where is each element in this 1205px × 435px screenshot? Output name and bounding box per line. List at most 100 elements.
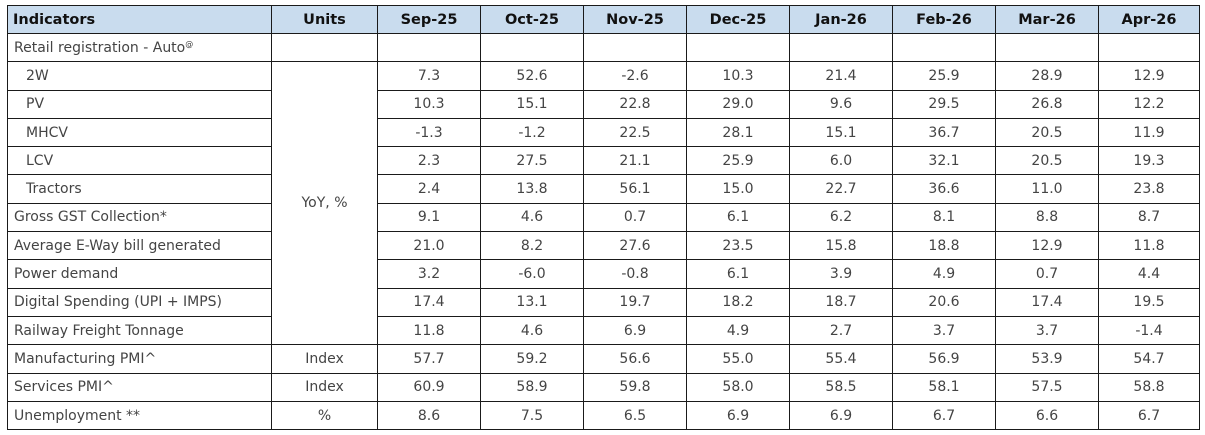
value-cell: 56.1 (583, 174, 687, 204)
row-label: 2W (7, 61, 272, 91)
section-label-sup: @ (185, 38, 194, 48)
section-label: Retail registration - Auto@ (7, 32, 272, 63)
empty-cell (271, 32, 378, 63)
value-cell: 0.7 (995, 259, 1099, 289)
header-month: Dec-25 (686, 5, 790, 34)
value-cell: 58.1 (892, 372, 996, 402)
value-cell: 18.2 (686, 287, 790, 317)
empty-cell (789, 32, 893, 63)
row-label: Manufacturing PMI^ (7, 344, 272, 374)
table-row: Average E-Way bill generated 21.0 8.2 27.6 2… (7, 231, 1200, 261)
value-cell: 9.6 (789, 89, 893, 119)
value-cell: -1.2 (480, 117, 584, 148)
value-cell: 58.9 (480, 372, 584, 402)
value-cell: 56.9 (892, 344, 996, 374)
value-cell: 3.7 (995, 315, 1099, 346)
value-cell: 10.3 (377, 89, 481, 119)
header-month: Apr-26 (1098, 5, 1200, 34)
value-cell: -0.8 (583, 259, 687, 289)
value-cell: 0.7 (583, 202, 687, 233)
table-row: LCV 2.3 27.5 21.1 25.9 6.0 32.1 20.5 19.3 (7, 146, 1200, 176)
value-cell: 11.8 (1098, 231, 1200, 261)
value-cell: 25.9 (686, 146, 790, 176)
value-cell: 54.7 (1098, 344, 1200, 374)
table-row: PV 10.3 15.1 22.8 29.0 9.6 29.5 26.8 12.2 (7, 89, 1200, 119)
value-cell: 12.9 (995, 231, 1099, 261)
value-cell: 36.7 (892, 117, 996, 148)
value-cell: 53.9 (995, 344, 1099, 374)
value-cell: 7.3 (377, 61, 481, 91)
indicators-table: Indicators Units Sep-25 Oct-25 Nov-25 De… (7, 5, 1200, 431)
header-units: Units (271, 5, 378, 34)
value-cell: -1.4 (1098, 315, 1200, 346)
value-cell: 26.8 (995, 89, 1099, 119)
value-cell: 6.7 (1098, 400, 1200, 431)
units-cell: Index (271, 344, 378, 374)
value-cell: 22.8 (583, 89, 687, 119)
empty-cell (892, 32, 996, 63)
value-cell: 27.6 (583, 231, 687, 261)
value-cell: 11.0 (995, 174, 1099, 204)
value-cell: 23.8 (1098, 174, 1200, 204)
value-cell: 11.8 (377, 315, 481, 346)
table-row: Digital Spending (UPI + IMPS) 17.4 13.1 19.… (7, 287, 1200, 317)
value-cell: 58.5 (789, 372, 893, 402)
value-cell: 52.6 (480, 61, 584, 91)
table-row: Gross GST Collection* 9.1 4.6 0.7 6.1 6.2 8.1 8… (7, 202, 1200, 233)
value-cell: 20.6 (892, 287, 996, 317)
units-cell-yoy: YoY, % (271, 61, 378, 346)
value-cell: 27.5 (480, 146, 584, 176)
value-cell: 2.3 (377, 146, 481, 176)
value-cell: 8.1 (892, 202, 996, 233)
value-cell: 6.9 (583, 315, 687, 346)
row-label: Tractors (7, 174, 272, 204)
value-cell: 19.3 (1098, 146, 1200, 176)
value-cell: 21.1 (583, 146, 687, 176)
section-row: Retail registration - Auto@ (7, 32, 1200, 63)
row-label: Services PMI^ (7, 372, 272, 402)
value-cell: 6.1 (686, 202, 790, 233)
row-label: MHCV (7, 117, 272, 148)
table-row: Railway Freight Tonnage 11.8 4.6 6.9 4.9 2.7 3… (7, 315, 1200, 346)
table-row: Unemployment **% 8.6 7.5 6.5 6.9 6.9 6.7 6.6 6.7 (7, 400, 1200, 431)
value-cell: 3.7 (892, 315, 996, 346)
empty-cell (377, 32, 481, 63)
value-cell: 58.0 (686, 372, 790, 402)
value-cell: 6.0 (789, 146, 893, 176)
table-row: Manufacturing PMI^ Index 57.7 59.2 56.6 55.0 5… (7, 344, 1200, 374)
row-label: LCV (7, 146, 272, 176)
value-cell: 32.1 (892, 146, 996, 176)
header-row: Indicators Units Sep-25 Oct-25 Nov-25 De… (7, 5, 1200, 34)
value-cell: 6.7 (892, 400, 996, 431)
value-cell: 25.9 (892, 61, 996, 91)
table-row: MHCV -1.3 -1.2 22.5 28.1 15.1 36.7 20.5 11.9 (7, 117, 1200, 148)
value-cell: 58.8 (1098, 372, 1200, 402)
value-cell: 4.4 (1098, 259, 1200, 289)
empty-cell (686, 32, 790, 63)
value-cell: -1.3 (377, 117, 481, 148)
value-cell: 11.9 (1098, 117, 1200, 148)
units-cell: % (271, 400, 378, 431)
value-cell: 56.6 (583, 344, 687, 374)
value-cell: 57.7 (377, 344, 481, 374)
value-cell: 18.8 (892, 231, 996, 261)
value-cell: 3.2 (377, 259, 481, 289)
value-cell: 13.8 (480, 174, 584, 204)
value-cell: 21.0 (377, 231, 481, 261)
value-cell: 3.9 (789, 259, 893, 289)
value-cell: 6.2 (789, 202, 893, 233)
row-label: Gross GST Collection* (7, 202, 272, 233)
value-cell: 60.9 (377, 372, 481, 402)
table-row: Tractors 2.4 13.8 56.1 15.0 22.7 36.6 11.0 23.8 (7, 174, 1200, 204)
value-cell: 13.1 (480, 287, 584, 317)
header-month: Sep-25 (377, 5, 481, 34)
units-cell: Index (271, 372, 378, 402)
value-cell: 20.5 (995, 117, 1099, 148)
value-cell: 10.3 (686, 61, 790, 91)
header-month: Mar-26 (995, 5, 1099, 34)
value-cell: 15.0 (686, 174, 790, 204)
row-label: Railway Freight Tonnage (7, 315, 272, 346)
value-cell: 2.4 (377, 174, 481, 204)
value-cell: 36.6 (892, 174, 996, 204)
header-indicators: Indicators (7, 5, 272, 34)
